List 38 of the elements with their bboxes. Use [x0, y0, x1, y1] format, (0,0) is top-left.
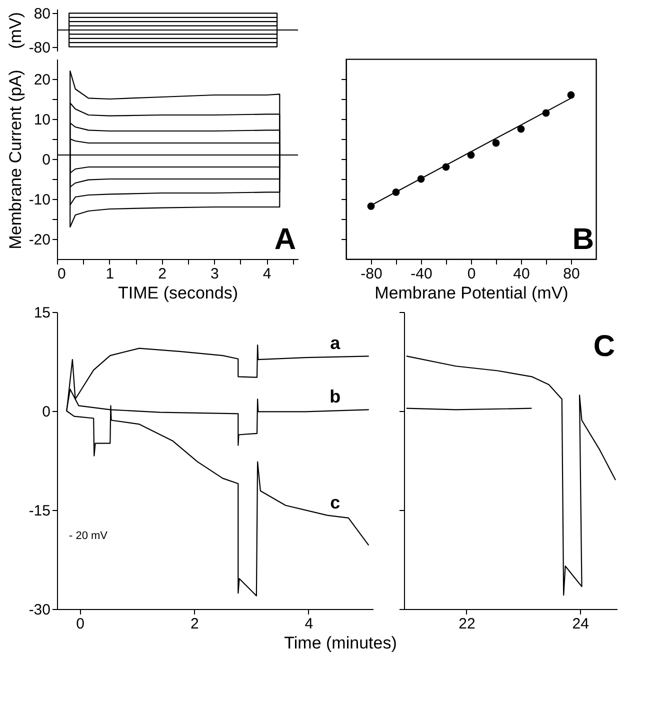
- annotation: B: [572, 223, 594, 256]
- annotation: A: [274, 223, 296, 256]
- x-tick-label: -40: [410, 266, 432, 282]
- x-tick-label: 1: [106, 266, 114, 282]
- series-label: c: [330, 492, 340, 512]
- x-tick-label: 24: [572, 616, 589, 632]
- x-tick-label: 0: [76, 616, 85, 632]
- annotation: - 20 mV: [69, 530, 108, 542]
- x-axis-title: TIME (seconds): [118, 284, 238, 302]
- y-tick-label: 0: [42, 152, 50, 168]
- x-tick-label: 2: [190, 616, 199, 632]
- x-tick-label: 4: [262, 266, 272, 282]
- x-tick-label: 22: [458, 616, 476, 632]
- y-axis-title: (mV): [6, 12, 25, 49]
- y-tick-label: 80: [34, 6, 50, 23]
- x-tick-label: 80: [563, 266, 580, 282]
- y-tick-label: -30: [28, 602, 50, 618]
- y-tick-label: 0: [42, 404, 50, 420]
- x-tick-label: 0: [467, 266, 476, 282]
- y-axis-title: Membrane Current (pA): [6, 70, 25, 250]
- x-tick-label: 40: [513, 266, 530, 282]
- y-tick-label: -10: [28, 192, 50, 208]
- x-tick-label: 0: [58, 266, 66, 282]
- series-label: a: [330, 332, 342, 353]
- series-label: b: [330, 386, 341, 407]
- x-tick-label: -80: [360, 266, 382, 282]
- x-axis-title: Time (minutes): [284, 634, 397, 652]
- x-tick-label: 2: [158, 266, 166, 282]
- y-tick-label: 10: [34, 112, 50, 128]
- y-tick-label: 15: [34, 304, 50, 322]
- x-tick-label: 3: [210, 266, 219, 282]
- x-tick-label: 4: [304, 616, 314, 632]
- annotation: C: [593, 330, 615, 363]
- y-tick-label: -80: [28, 39, 50, 56]
- x-axis-title: Membrane Potential (mV): [374, 284, 568, 302]
- y-tick-label: -15: [28, 502, 50, 520]
- y-tick-label: -20: [28, 232, 50, 248]
- y-tick-label: 20: [34, 72, 50, 88]
